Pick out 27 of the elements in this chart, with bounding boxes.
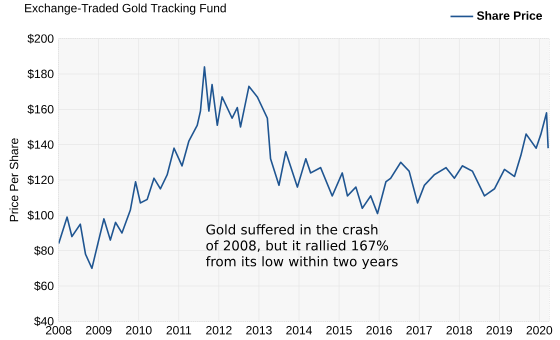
y-tick-label: $160: [28, 104, 54, 114]
y-tick-label: $140: [28, 140, 54, 150]
line-series: [58, 66, 549, 270]
y-tick-label: $120: [28, 175, 54, 185]
x-tick-label: 2014: [286, 326, 312, 334]
y-tick-label: $100: [28, 210, 54, 220]
annotation: Gold suffered in the crash of 2008, but it rallied 167% from its low within two years: [206, 224, 398, 270]
y-tick-label: $60: [34, 281, 54, 291]
x-tick-label: 2012: [206, 326, 232, 334]
x-tick-label: 2019: [486, 326, 512, 334]
y-tick-label: $80: [34, 246, 54, 256]
y-tick-label: $200: [28, 34, 54, 44]
chart-title: Exchange-Traded Gold Tracking Fund: [25, 4, 226, 15]
y-axis-title: Price Per Share: [9, 138, 18, 222]
x-tick-label: 2010: [126, 326, 152, 334]
y-tick-label: $40: [34, 316, 54, 326]
x-tick-label: 2008: [46, 326, 72, 334]
x-tick-label: 2015: [326, 326, 352, 334]
x-tick-label: 2020: [526, 326, 552, 334]
x-tick-label: 2018: [446, 326, 472, 334]
x-tick-label: 2013: [246, 326, 272, 334]
legend-label: Share Price: [476, 11, 542, 20]
x-tick-label: 2011: [166, 326, 192, 334]
x-tick-label: 2016: [366, 326, 392, 334]
x-tick-label: 2017: [406, 326, 432, 334]
x-tick-label: 2009: [86, 326, 112, 334]
y-tick-label: $180: [28, 69, 54, 79]
